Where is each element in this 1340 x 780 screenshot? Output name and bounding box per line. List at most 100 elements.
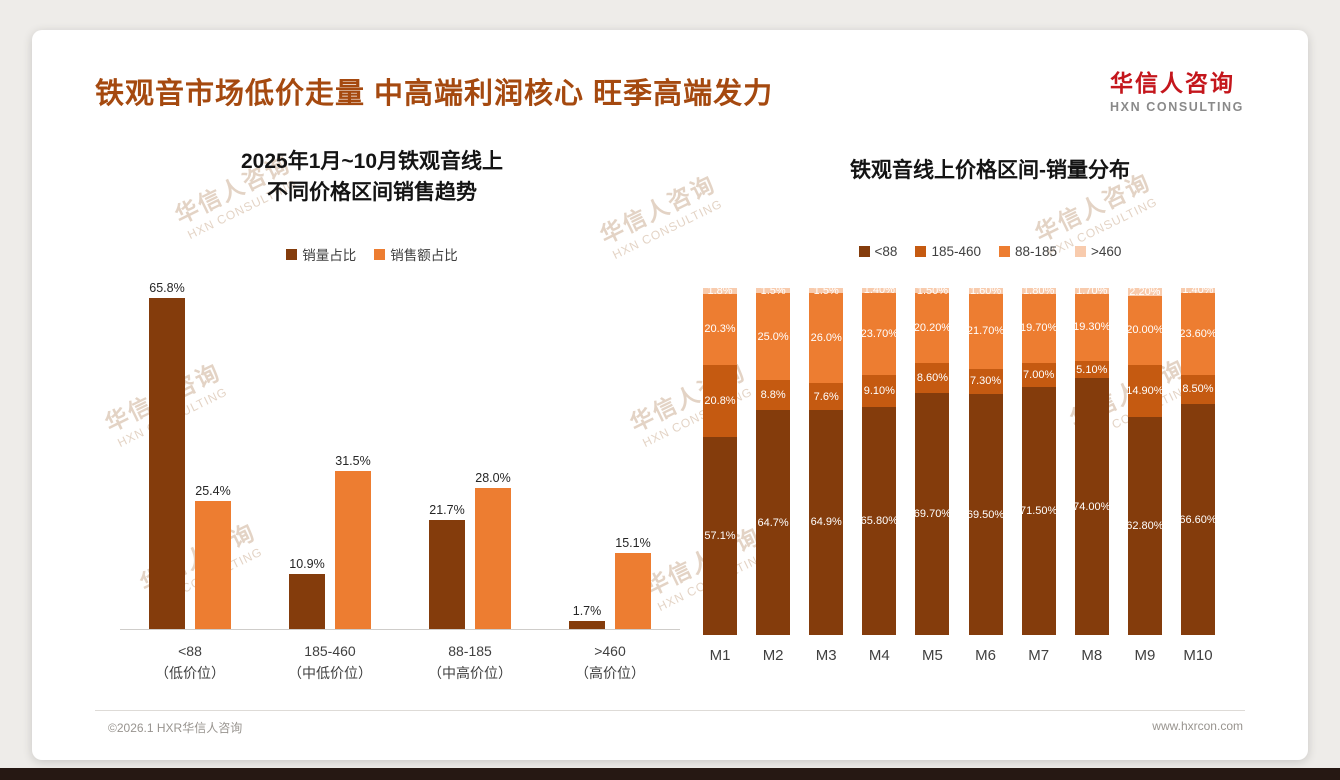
stacked-bar: 2.20% 20.00% 14.90% 62.80% — [1126, 286, 1164, 635]
bar-value-label: 15.1% — [615, 536, 651, 551]
legend-swatch-icon — [286, 248, 298, 260]
logo-text-en: HXN CONSULTING — [1110, 100, 1244, 114]
bar-segment: 5.10% — [1074, 360, 1109, 379]
grouped-bar-chart: 65.8% 25.4% 10.9% 31.5% 21.7% 28.0% 1.7% 15.1% … — [120, 272, 680, 684]
left-chart-title: 2025年1月~10月铁观音线上 不同价格区间销售趋势 — [240, 150, 504, 204]
slide-title: 铁观音市场低价走量 中高端利润核心 旺季高端发力 — [95, 78, 774, 110]
segment-value-label: 7.00% — [1023, 368, 1055, 381]
legend-item: <88 — [858, 244, 898, 259]
company-logo: 华信人咨询 HXN CONSULTING — [1110, 64, 1244, 114]
stacked-category-labels: M1 M2 M3 M4 M5 M6 M7 M8 M9 M10 — [703, 647, 1215, 664]
category-label: 88-185 （中高价位） — [428, 643, 512, 681]
legend-item: 88-185 — [998, 244, 1057, 259]
stacked-bar: 1.80% 19.70% 7.00% 71.50% — [1020, 285, 1058, 636]
right-chart-legend: <88 185-460 88-185 >460 — [690, 244, 1290, 259]
bar-segment: 2.20% — [1127, 286, 1162, 298]
month-label: M1 — [709, 647, 731, 664]
volume-bar: 65.8% — [149, 281, 185, 629]
stacked-bar: 1.40% 23.70% 9.10% 65.80% — [860, 284, 898, 635]
segment-value-label: 25.0% — [757, 330, 789, 343]
bar-value-label: 1.7% — [572, 603, 602, 618]
segment-value-label: 65.80% — [860, 514, 898, 527]
stacked-bar: 1.8% 20.3% 20.8% 57.1% — [703, 285, 737, 635]
slide-card: 华信人咨询 HXN CONSULTING 华信人咨询 HXN CONSULTIN… — [32, 30, 1308, 760]
month-label: M10 — [1183, 647, 1213, 664]
segment-value-label: 1.8% — [707, 285, 733, 298]
bar-segment: 20.3% — [703, 294, 737, 365]
segment-value-label: 7.30% — [969, 375, 1002, 388]
stacked-bar: 1.60% 21.70% 7.30% 69.50% — [967, 284, 1004, 635]
revenue-bar: 25.4% — [195, 484, 231, 629]
bar-segment: 1.5% — [809, 285, 844, 297]
bar — [149, 298, 185, 629]
bar-segment: 1.80% — [1021, 285, 1056, 297]
bar-segment: 25.0% — [756, 293, 791, 380]
bar-segment: 26.0% — [809, 293, 844, 384]
category-label: <88 （低价位） — [155, 643, 225, 681]
bar-value-label: 25.4% — [195, 484, 231, 499]
legend-item: >460 — [1075, 244, 1121, 259]
segment-value-label: 19.70% — [1020, 322, 1058, 335]
segment-value-label: 9.10% — [863, 384, 895, 397]
legend-label: <88 — [874, 244, 898, 259]
legend-swatch-icon — [998, 246, 1010, 257]
bar-segment: 20.00% — [1126, 295, 1164, 366]
footer-website: www.hxrcon.com — [1152, 719, 1243, 733]
month-label: M2 — [762, 647, 784, 664]
grouped-category-labels: <88 （低价位） 185-460 （中低价位） 88-185 （中高价位） >460… — [120, 640, 680, 684]
segment-value-label: 1.70% — [1076, 284, 1108, 297]
revenue-bar: 28.0% — [475, 471, 511, 629]
legend-label: 185-460 — [931, 244, 981, 259]
bar-segment: 1.60% — [968, 284, 1003, 297]
month-label: M9 — [1134, 647, 1156, 664]
bar — [615, 553, 651, 629]
bar-segment: 1.50% — [915, 285, 950, 297]
bar-segment: 1.40% — [862, 284, 897, 296]
segment-value-label: 8.8% — [760, 389, 786, 402]
month-label: M3 — [815, 647, 837, 664]
month-label: M4 — [868, 647, 890, 664]
bar-segment: 7.00% — [1021, 362, 1056, 387]
bar — [289, 574, 325, 629]
segment-value-label: 1.5% — [760, 284, 786, 297]
segment-value-label: 64.7% — [757, 516, 789, 529]
bar-value-label: 65.8% — [149, 281, 185, 296]
bar-segment: 20.8% — [703, 364, 737, 437]
revenue-bar: 15.1% — [615, 536, 651, 629]
legend-label: >460 — [1091, 244, 1122, 259]
month-label: M7 — [1028, 647, 1050, 664]
bar-group: 21.7% 28.0% — [400, 471, 540, 629]
footer-divider — [95, 710, 1245, 711]
bar-segment: 1.40% — [1180, 284, 1215, 296]
month-label: M8 — [1081, 647, 1103, 664]
segment-value-label: 69.70% — [913, 508, 952, 521]
segment-value-label: 23.60% — [1179, 327, 1217, 340]
legend-item: 销售额占比 — [374, 244, 458, 264]
segment-value-label: 26.0% — [810, 332, 842, 345]
legend-label: 销量占比 — [302, 248, 357, 263]
bar-value-label: 21.7% — [429, 502, 465, 517]
bar-segment: 1.8% — [703, 285, 737, 298]
bar-segment: 71.50% — [1020, 386, 1058, 636]
bar-segment: 74.00% — [1073, 378, 1110, 635]
bar-segment: 1.5% — [756, 285, 791, 297]
bar-segment: 19.70% — [1020, 294, 1058, 363]
stacked-bar: 1.5% 26.0% 7.6% 64.9% — [809, 285, 844, 635]
watermark-text-en: HXN CONSULTING — [1045, 194, 1160, 260]
segment-value-label: 71.50% — [1020, 504, 1058, 517]
month-label: M5 — [922, 647, 943, 664]
bar-segment: 65.80% — [860, 406, 898, 635]
segment-value-label: 1.40% — [863, 284, 895, 297]
bar — [475, 488, 511, 629]
segment-value-label: 62.80% — [1126, 519, 1164, 532]
segment-value-label: 23.70% — [860, 327, 898, 340]
bar — [569, 620, 605, 629]
bar-segment: 8.8% — [756, 379, 791, 411]
segment-value-label: 1.60% — [969, 284, 1002, 297]
segment-value-label: 8.60% — [916, 372, 949, 385]
legend-item: 185-460 — [915, 244, 981, 259]
bar-segment: 64.7% — [756, 410, 791, 635]
legend-swatch-icon — [1075, 246, 1087, 257]
bar-group: 65.8% 25.4% — [120, 281, 260, 629]
bar-group: 1.7% 15.1% — [540, 536, 680, 629]
